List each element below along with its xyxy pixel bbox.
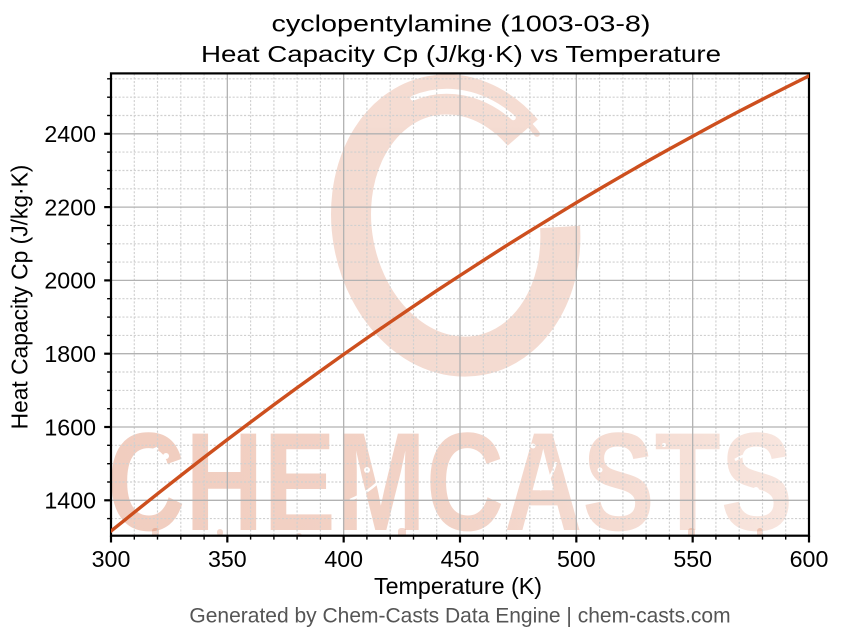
svg-text:Temperature (K): Temperature (K)	[374, 573, 542, 599]
svg-text:350: 350	[208, 546, 247, 572]
svg-text:450: 450	[441, 546, 480, 572]
svg-text:1400: 1400	[44, 488, 96, 514]
svg-text:2200: 2200	[44, 194, 96, 220]
svg-text:1600: 1600	[44, 414, 96, 440]
svg-text:2000: 2000	[44, 268, 96, 294]
svg-text:Generated by Chem-Casts Data E: Generated by Chem-Casts Data Engine | ch…	[189, 604, 730, 627]
svg-text:CHEMCASTS: CHEMCASTS	[107, 403, 793, 560]
svg-text:400: 400	[324, 546, 363, 572]
svg-text:2400: 2400	[44, 121, 96, 147]
svg-text:600: 600	[790, 546, 829, 572]
svg-text:Heat Capacity Cp (J/kg·K) vs T: Heat Capacity Cp (J/kg·K) vs Temperature	[201, 41, 721, 67]
svg-text:300: 300	[92, 546, 131, 572]
svg-text:Heat Capacity Cp (J/kg·K): Heat Capacity Cp (J/kg·K)	[7, 165, 33, 430]
svg-text:550: 550	[673, 546, 712, 572]
svg-text:500: 500	[557, 546, 596, 572]
svg-text:1800: 1800	[44, 341, 96, 367]
svg-text:cyclopentylamine (1003-03-8): cyclopentylamine (1003-03-8)	[272, 11, 651, 37]
